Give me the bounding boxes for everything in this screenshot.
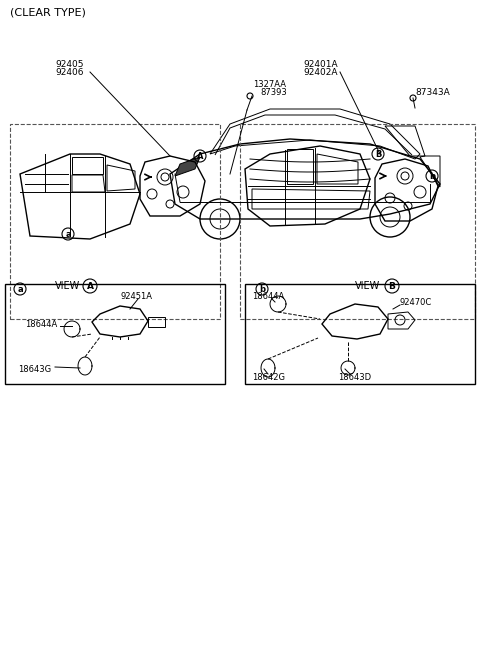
Text: VIEW: VIEW (355, 281, 380, 291)
Text: 92401A: 92401A (303, 60, 337, 68)
Text: 18644A: 18644A (25, 319, 57, 329)
Text: b: b (259, 284, 265, 293)
Text: B: B (375, 149, 381, 159)
Text: VIEW: VIEW (55, 281, 80, 291)
Text: 18643D: 18643D (338, 373, 371, 382)
Text: 92406: 92406 (55, 68, 84, 76)
Text: 92470C: 92470C (400, 297, 432, 307)
Text: 87393: 87393 (260, 88, 287, 96)
Text: a: a (17, 284, 23, 293)
Text: 18644A: 18644A (252, 291, 284, 301)
Polygon shape (175, 157, 200, 176)
Text: A: A (86, 282, 94, 291)
Text: 1327AA: 1327AA (253, 80, 286, 88)
Text: 18642G: 18642G (252, 373, 285, 382)
Text: a: a (65, 230, 71, 238)
Text: 92451A: 92451A (120, 291, 152, 301)
Text: B: B (389, 282, 396, 291)
Text: A: A (197, 151, 203, 161)
Text: b: b (429, 171, 435, 181)
Text: (CLEAR TYPE): (CLEAR TYPE) (10, 7, 86, 17)
Text: 92402A: 92402A (303, 68, 337, 76)
Text: 18643G: 18643G (18, 365, 51, 373)
Text: 87343A: 87343A (415, 88, 450, 96)
Text: 92405: 92405 (55, 60, 84, 68)
